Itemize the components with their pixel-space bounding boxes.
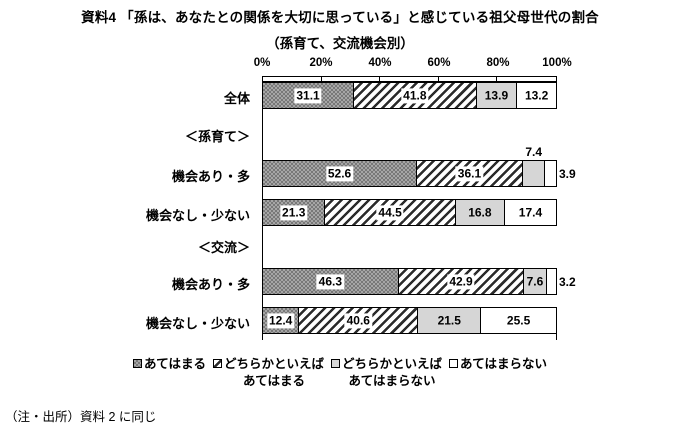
axis-tick-label: 100% (542, 57, 572, 69)
value-label: 36.1 (455, 165, 484, 182)
bar-segment: 25.5 (481, 308, 556, 333)
row-label: 全体 (223, 91, 250, 106)
legend: あてはまる どちらかといえば あてはまる どちらかといえば あてはまらない あてはまら… (0, 356, 680, 390)
bar-segment: 7.6 (524, 269, 547, 294)
legend-item: あてはまらない (449, 356, 547, 373)
bar-segment (546, 269, 556, 294)
axis-tick-label: 80% (486, 57, 510, 69)
bar-segment: 17.4 (505, 200, 556, 225)
legend-item: どちらかといえば あてはまる (212, 356, 324, 390)
value-label-above: 7.4 (525, 145, 543, 159)
value-label: 16.8 (468, 204, 492, 219)
bar-segment (544, 161, 556, 186)
bar-segment: 40.6 (299, 308, 419, 333)
bar-segment (522, 161, 545, 186)
row-label: 機会あり・多 (171, 169, 250, 184)
figure-subtitle: （孫育て、交流機会別） (266, 36, 414, 51)
value-label: 41.8 (401, 87, 429, 104)
legend-item-label: どちらかといえば あてはまらない (342, 357, 443, 388)
value-label: 44.5 (376, 204, 404, 221)
value-label: 42.9 (447, 273, 475, 290)
value-label: 13.2 (524, 87, 549, 102)
source-note: （注・出所）資料 2 に同じ (5, 410, 157, 424)
legend-item-label: あてはまらない (460, 357, 548, 371)
value-label-right: 3.2 (559, 274, 576, 289)
bar-row: 52.6 36.1 7.4 3.9 (262, 145, 576, 187)
bar-segment: 13.9 (476, 83, 518, 108)
figure-title: 資料4 「孫は、あなたとの関係を大切に思っている」と感じている祖父母世代の割合 (81, 10, 599, 25)
value-label: 46.3 (316, 273, 345, 290)
value-label: 52.6 (325, 165, 354, 182)
bottom-tick-right (556, 334, 557, 340)
value-label: 17.4 (518, 204, 543, 219)
legend-swatch-checker (132, 359, 142, 368)
legend-swatch-white (449, 359, 459, 368)
value-label: 12.4 (266, 312, 295, 329)
bar-segment: 46.3 (263, 269, 399, 294)
bar-segment: 31.1 (263, 83, 355, 108)
value-label: 31.1 (294, 87, 322, 104)
value-label: 25.5 (506, 312, 531, 327)
group-label: ＜交流＞ (197, 240, 250, 255)
bar-row: 31.1 41.8 13.9 13.2 (262, 82, 557, 109)
bar-segment: 13.2 (517, 83, 556, 108)
legend-item-label: あてはまる (143, 357, 206, 371)
value-label: 40.6 (344, 312, 372, 329)
legend-item-label: どちらかといえば あてはまる (223, 357, 324, 388)
bottom-tick-left (262, 334, 263, 340)
row-label: 機会あり・多 (171, 277, 250, 292)
legend-swatch-diagonal (212, 359, 222, 368)
value-label: 21.3 (280, 204, 308, 221)
bar-row: 46.3 42.9 7.6 3.2 (262, 268, 576, 295)
bar-segment: 12.4 (263, 308, 300, 333)
row-label: 機会なし・少ない (145, 208, 250, 223)
legend-swatch-gray (331, 359, 340, 368)
group-label: ＜孫育て＞ (184, 129, 250, 144)
bar-segment: 21.3 (263, 200, 326, 225)
bar-segment: 36.1 (417, 161, 523, 186)
value-label: 21.5 (437, 312, 461, 327)
bar-segment: 44.5 (325, 200, 456, 225)
legend-item: あてはまる (132, 356, 206, 373)
bar-segment: 52.6 (263, 161, 418, 186)
axis-tick-label: 0% (253, 57, 271, 69)
value-label: 7.6 (526, 273, 544, 288)
axis-tick-label: 40% (368, 57, 392, 69)
bar-segment: 41.8 (354, 83, 477, 108)
value-label: 13.9 (484, 87, 509, 102)
bar-segment: 16.8 (455, 200, 505, 225)
axis-tick-label: 60% (427, 57, 451, 69)
bar-row: 21.3 44.5 16.8 17.4 (262, 199, 557, 226)
bar-segment: 21.5 (418, 308, 482, 333)
axis-tick-label: 20% (309, 57, 333, 69)
value-label-right: 3.9 (559, 166, 576, 181)
legend-item: どちらかといえば あてはまらない (331, 356, 442, 390)
row-label: 機会なし・少ない (145, 316, 250, 331)
bar-segment: 42.9 (398, 269, 525, 294)
bar-row: 12.4 40.6 21.5 25.5 (262, 307, 557, 334)
